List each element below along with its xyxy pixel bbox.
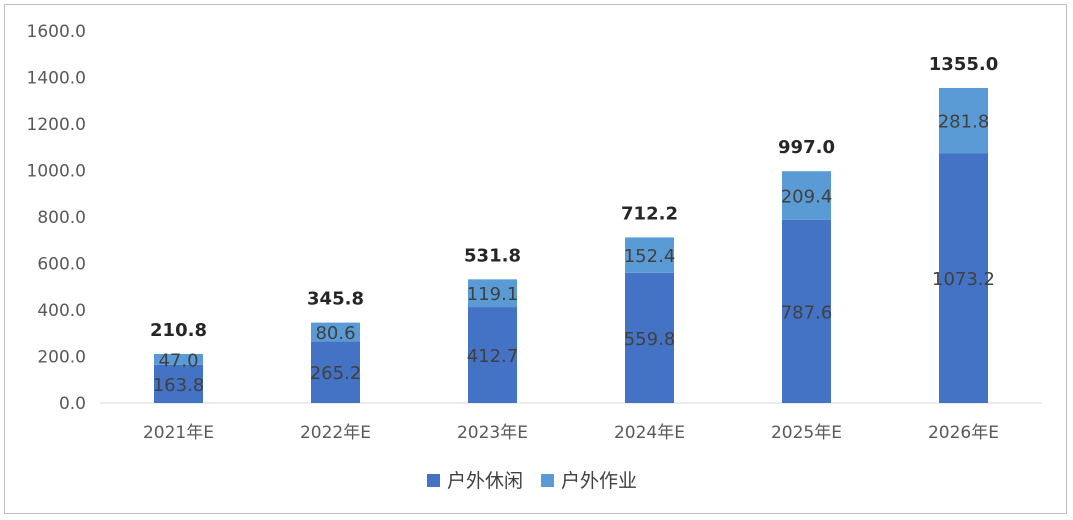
x-tick-label: 2023年E (457, 423, 528, 443)
y-tick-label: 1600.0 (27, 22, 86, 42)
bar-segment-work (782, 171, 831, 220)
data-label: 265.2 (310, 363, 362, 384)
data-label: 119.1 (467, 284, 519, 305)
data-label: 152.4 (624, 246, 676, 267)
legend-swatch (541, 474, 554, 487)
chart-frame (4, 4, 1067, 514)
total-label: 1355.0 (929, 54, 998, 75)
bar-segment-work (939, 87, 988, 154)
x-tick-label: 2024年E (614, 423, 685, 443)
x-tick-label: 2026年E (928, 423, 999, 443)
y-tick-label: 1400.0 (27, 69, 86, 89)
x-tick-label: 2022年E (300, 423, 371, 443)
total-label: 345.8 (307, 289, 364, 310)
y-tick-label: 1000.0 (27, 162, 86, 182)
y-tick-label: 400.0 (37, 301, 86, 321)
bar-segment-leisure (311, 341, 360, 403)
total-label: 997.0 (778, 137, 835, 158)
data-label: 281.8 (938, 112, 990, 133)
legend-label: 户外休闲 (447, 470, 523, 492)
bar-segment-leisure (154, 364, 203, 403)
x-tick-label: 2025年E (771, 423, 842, 443)
bar-segment-work (625, 237, 674, 273)
legend-label: 户外作业 (561, 470, 637, 492)
y-tick-label: 600.0 (37, 255, 86, 275)
data-label: 209.4 (781, 187, 833, 208)
bar-segment-leisure (468, 307, 517, 403)
y-tick-label: 200.0 (37, 348, 86, 368)
total-label: 210.8 (150, 320, 207, 341)
total-label: 531.8 (464, 245, 521, 266)
total-label: 712.2 (621, 203, 678, 224)
y-tick-label: 1200.0 (27, 115, 86, 135)
bar-segment-leisure (939, 153, 988, 403)
data-label: 80.6 (315, 323, 355, 344)
data-label: 412.7 (467, 346, 519, 367)
bar-segment-work (311, 322, 360, 342)
data-label: 559.8 (624, 329, 676, 350)
y-tick-label: 0.0 (59, 394, 86, 414)
bar-segment-work (468, 279, 517, 308)
data-label: 163.8 (153, 375, 205, 396)
bar-segment-work (154, 353, 203, 365)
legend-swatch (427, 474, 440, 487)
data-label: 1073.2 (932, 269, 995, 290)
data-label: 47.0 (158, 350, 198, 371)
x-tick-label: 2021年E (143, 423, 214, 443)
bar-segment-leisure (625, 272, 674, 403)
data-label: 787.6 (781, 302, 833, 323)
y-tick-label: 800.0 (37, 208, 86, 228)
bar-segment-leisure (782, 219, 831, 403)
